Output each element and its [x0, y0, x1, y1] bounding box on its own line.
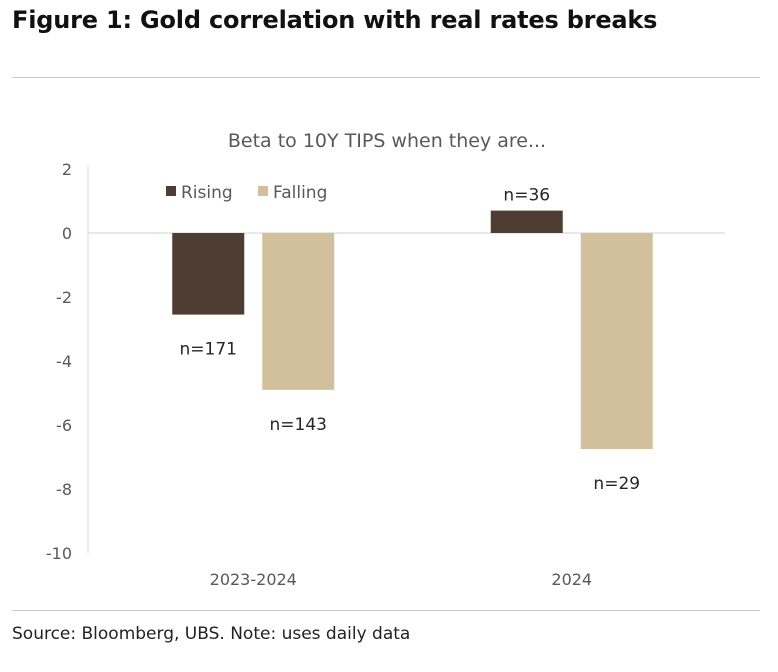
legend-swatch-falling [258, 186, 268, 196]
y-tick-label: -6 [56, 416, 72, 435]
data-label: n=29 [593, 474, 640, 494]
data-label: n=143 [270, 415, 327, 435]
source-note: Source: Bloomberg, UBS. Note: uses daily… [12, 624, 411, 644]
y-tick-label: -8 [56, 480, 72, 499]
bottom-divider [12, 610, 760, 611]
bar-rising [490, 210, 563, 233]
bar-falling [262, 233, 335, 390]
figure-title: Figure 1: Gold correlation with real rat… [12, 6, 658, 34]
chart-bars: n=171 n=143 n=36 n=29 [172, 186, 653, 494]
data-label: n=171 [180, 340, 237, 360]
x-tick-label: 2023-2024 [210, 570, 297, 589]
chart-title: Beta to 10Y TIPS when they are... [228, 130, 546, 152]
legend-swatch-rising [166, 186, 176, 196]
bar-falling [580, 233, 653, 449]
bar-chart: Beta to 10Y TIPS when they are... 2 0 -2 -4… [46, 130, 725, 589]
bar-rising [172, 233, 245, 315]
legend-label-falling: Falling [273, 183, 327, 203]
chart-legend: Rising Falling [166, 183, 327, 203]
top-divider [12, 77, 760, 78]
y-tick-label: -2 [56, 288, 72, 307]
legend-label-rising: Rising [181, 183, 233, 203]
data-label: n=36 [503, 186, 550, 206]
y-tick-label: -4 [56, 352, 72, 371]
y-tick-label: 2 [62, 160, 72, 179]
x-tick-label: 2024 [551, 570, 592, 589]
y-tick-label: 0 [62, 224, 72, 243]
y-tick-label: -10 [46, 544, 72, 563]
